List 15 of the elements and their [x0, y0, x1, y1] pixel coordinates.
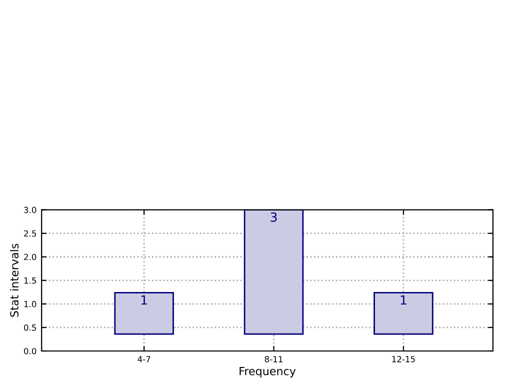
x-axis-title: Frequency — [240, 367, 296, 378]
x-tick-label: 8-11 — [264, 356, 282, 362]
y-tick-label: 2.0 — [24, 254, 36, 260]
y-axis-title: Stat intervals — [10, 244, 19, 317]
y-tick-label: 1.5 — [24, 278, 36, 284]
y-tick-label: 0.0 — [24, 348, 36, 354]
y-tick-label: 1.0 — [24, 300, 36, 308]
x-tick-label: 4-7 — [138, 356, 150, 362]
x-tick-label: 12-15 — [392, 356, 415, 362]
data-label: 3 — [270, 212, 277, 222]
y-tick-label: 0.5 — [24, 324, 36, 331]
y-tick-label: 2.5 — [24, 230, 36, 237]
y-tick-label: 3.0 — [24, 206, 36, 214]
data-label: 1 — [400, 295, 406, 304]
data-label: 1 — [141, 295, 147, 304]
